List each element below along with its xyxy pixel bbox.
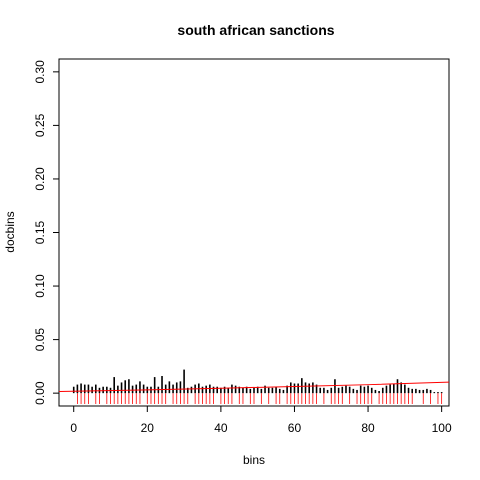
y-axis: 0.00 0.05 0.10 0.15 0.20 0.25 0.30 [33, 60, 59, 405]
y-tick-label: 0.15 [33, 220, 47, 244]
y-tick-label: 0.00 [33, 381, 47, 405]
x-tick-label: 40 [214, 421, 228, 435]
plot-frame [58, 58, 450, 407]
trend-line [58, 381, 450, 393]
x-axis-label: bins [243, 453, 265, 467]
y-tick-label: 0.25 [33, 113, 47, 137]
bar-series [72, 369, 443, 394]
x-tick-label: 20 [141, 421, 155, 435]
x-tick-label: 100 [432, 421, 452, 435]
y-axis-label: docbins [3, 211, 17, 252]
x-axis: 0 20 40 60 80 100 [70, 406, 452, 435]
x-tick-label: 0 [70, 421, 77, 435]
x-tick-label: 60 [288, 421, 302, 435]
y-tick-label: 0.20 [33, 167, 47, 191]
rug-series [76, 393, 443, 404]
chart-title: south african sanctions [177, 22, 334, 38]
trend-line-series [58, 381, 450, 393]
y-tick-label: 0.30 [33, 60, 47, 84]
x-tick-label: 80 [361, 421, 375, 435]
y-tick-label: 0.10 [33, 274, 47, 298]
y-tick-label: 0.05 [33, 328, 47, 352]
